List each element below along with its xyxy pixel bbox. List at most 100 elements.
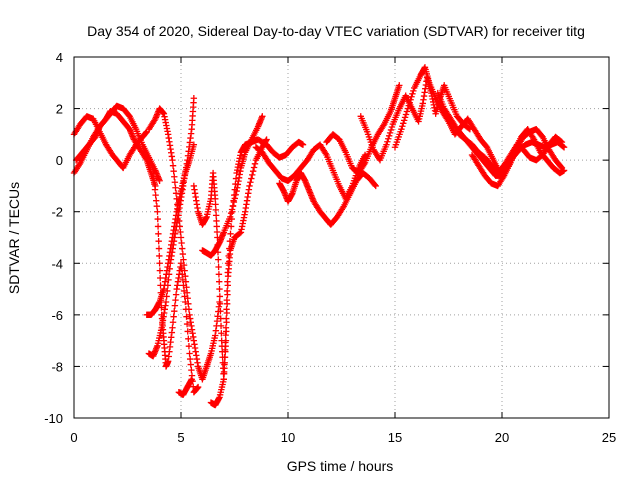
data-point [166,265,173,273]
data-point [222,331,229,339]
series-arc-8 [175,376,195,398]
data-point [171,307,178,315]
x-tick-label: 5 [177,430,184,445]
data-point [557,163,565,170]
data-point [224,260,232,267]
data-point [178,265,185,273]
data-point [186,350,193,357]
data-point [396,82,403,89]
data-point [179,271,186,278]
data-point [247,179,254,186]
data-point [213,217,220,225]
data-point [225,252,232,260]
data-point [222,324,230,331]
data-point [322,150,329,157]
data-point [155,237,162,245]
data-point [217,322,225,330]
data-point [183,320,191,328]
data-point [165,271,173,278]
data-point [153,197,160,204]
data-point [250,164,258,171]
y-tick-label: -10 [44,411,63,426]
data-point [383,141,390,148]
data-point [299,141,307,148]
y-tick-label: -6 [51,308,63,323]
data-point [182,298,189,306]
x-axis-label: GPS time / hours [287,458,394,474]
data-point [215,263,222,271]
data-point [385,132,393,140]
data-point [218,330,225,337]
data-point [232,191,239,198]
data-point [177,228,184,236]
data-point [399,123,406,130]
data-point [169,324,176,331]
data-point [153,202,161,210]
data-point [558,138,566,146]
data-point [169,319,177,326]
data-point [172,190,180,197]
data-point [156,252,163,260]
data-point [157,274,164,282]
data-point [246,182,253,190]
data-point [190,95,198,102]
data-point [169,156,176,164]
data-point [157,296,165,304]
data-point [180,287,188,295]
data-point [151,180,158,188]
data-point [171,302,179,309]
data-point [409,90,416,98]
data-point [251,160,259,168]
data-point [180,282,187,289]
data-point [386,129,394,137]
data-point [217,315,224,322]
data-point [400,117,408,124]
data-point [404,105,412,112]
data-point [172,291,180,298]
data-point [169,162,177,169]
data-point [384,138,391,145]
data-point [76,160,83,168]
series-arc-14 [323,82,403,177]
data-point [558,164,566,172]
x-tick-label: 0 [70,430,77,445]
data-point [187,361,194,368]
data-point [171,173,178,180]
data-point [248,175,255,182]
data-point [156,267,164,274]
data-point [150,175,157,182]
data-point [228,206,236,213]
chart-title: Day 354 of 2020, Sidereal Day-to-day VTE… [87,23,585,39]
data-point [156,177,163,184]
data-point [371,181,379,189]
data-point [154,208,161,215]
data-point [400,120,407,127]
data-point [227,213,234,221]
data-point [408,93,415,100]
data-point [190,141,198,148]
data-point [157,282,164,289]
data-point [157,289,165,296]
data-point [401,114,409,121]
data-point [398,126,405,133]
data-point [164,282,172,289]
data-point [212,201,219,208]
data-point [339,204,346,212]
data-point [179,245,186,252]
data-point [194,383,202,391]
series-arc-11 [199,113,266,259]
data-point [216,285,223,293]
data-point [385,135,392,142]
data-point [163,293,170,300]
data-point [557,138,565,145]
series-arc-19 [468,126,566,190]
data-point [380,122,387,129]
data-point [223,315,230,322]
y-tick-label: 0 [56,153,63,168]
data-point [213,223,220,230]
data-point [407,96,414,103]
data-point [214,234,221,241]
data-point [223,296,231,304]
data-point [165,276,172,284]
